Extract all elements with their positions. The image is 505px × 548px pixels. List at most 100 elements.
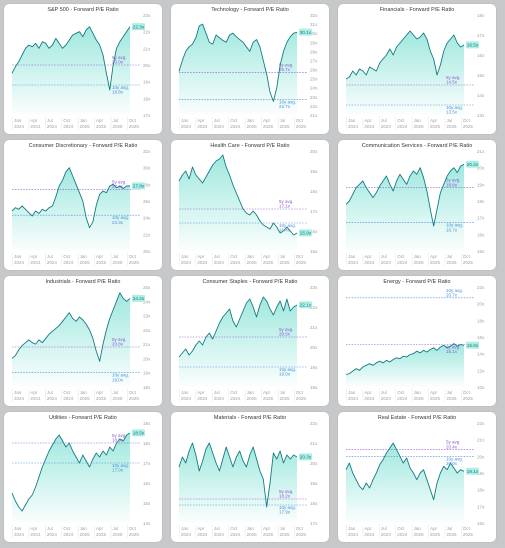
current-value-label: 15.9x bbox=[300, 231, 312, 236]
x-tick-month: Jul bbox=[446, 526, 452, 531]
chart-title: Materials - Forward P/E Ratio bbox=[213, 415, 287, 421]
x-tick-month: Jul bbox=[381, 390, 387, 395]
y-tick-label: 20x bbox=[310, 149, 318, 154]
x-tick-year: 2025 bbox=[463, 260, 474, 265]
x-tick-year: 2025 bbox=[296, 532, 307, 537]
x-tick-month: Apr bbox=[96, 118, 104, 123]
y-tick-label: 18x bbox=[310, 385, 318, 390]
y-tick-label: 22x bbox=[143, 30, 151, 35]
x-tick-month: Jan bbox=[181, 254, 189, 259]
x-tick-year: 2025 bbox=[80, 532, 91, 537]
x-tick-year: 2024 bbox=[63, 532, 74, 537]
chart-svg: 22x 20x 18x 16x 14x 12x 10x 5y avg.15.1x 10y avg… bbox=[345, 285, 485, 402]
y-tick-label: 21x bbox=[143, 46, 151, 51]
y-tick-label: 17x bbox=[477, 33, 485, 38]
x-tick-year: 2025 bbox=[446, 532, 457, 537]
x-tick-year: 2025 bbox=[446, 124, 457, 129]
x-tick-year: 2024 bbox=[197, 260, 208, 265]
y-tick-label: 17x bbox=[143, 461, 151, 466]
y-tick-label: 30x bbox=[310, 31, 318, 36]
current-value-badge bbox=[466, 41, 479, 49]
chart-title: Communication Services - Forward P/E Rat… bbox=[361, 143, 473, 149]
x-tick-month: Jul bbox=[112, 118, 118, 123]
y-tick-label: 15x bbox=[143, 501, 151, 506]
chart-title: Financials - Forward P/E Ratio bbox=[379, 7, 455, 13]
y-tick-label: 27x bbox=[310, 58, 318, 63]
x-tick-month: Oct bbox=[63, 526, 71, 531]
x-tick-year: 2025 bbox=[263, 260, 274, 265]
x-tick-month: Jan bbox=[181, 526, 189, 531]
x-tick-year: 2025 bbox=[129, 532, 140, 537]
x-tick-month: Jan bbox=[80, 254, 88, 259]
x-tick-month: Apr bbox=[30, 390, 38, 395]
avg5-label: 5y avg. bbox=[279, 327, 294, 332]
x-tick-year: 2025 bbox=[96, 260, 107, 265]
chart-title: Real Estate - Forward P/E Ratio bbox=[377, 415, 457, 421]
x-tick-year: 2025 bbox=[247, 532, 258, 537]
current-value-label: 20.3x bbox=[300, 455, 312, 460]
avg10-label: 10y avg. bbox=[446, 223, 463, 228]
current-value-badge bbox=[299, 229, 312, 237]
avg5-label: 5y avg. bbox=[112, 55, 127, 60]
x-tick-month: Oct bbox=[296, 526, 304, 531]
series-line bbox=[345, 442, 465, 501]
x-tick-year: 2024 bbox=[214, 532, 225, 537]
x-tick-month: Jan bbox=[414, 254, 422, 259]
x-tick-year: 2025 bbox=[129, 396, 140, 401]
avg10-label: 10y avg. bbox=[446, 456, 463, 461]
y-tick-label: 20x bbox=[143, 63, 151, 68]
y-tick-label: 21x bbox=[310, 325, 318, 330]
x-tick-year: 2024 bbox=[14, 260, 25, 265]
avg10-value: 19.0x bbox=[279, 372, 291, 377]
x-tick-year: 2025 bbox=[129, 260, 140, 265]
y-tick-label: 24x bbox=[143, 299, 151, 304]
y-tick-label: 32x bbox=[143, 149, 151, 154]
chart-panel: Utilities - Forward P/E Ratio 19x 18x 17x 16… bbox=[4, 412, 162, 542]
current-value-badge bbox=[299, 28, 312, 36]
chart-panel: Consumer Discretionary - Forward P/E Rat… bbox=[4, 140, 162, 270]
x-tick-month: Jan bbox=[80, 526, 88, 531]
y-tick-label: 15x bbox=[477, 249, 485, 254]
x-tick-year: 2025 bbox=[430, 532, 441, 537]
series-area bbox=[346, 31, 464, 115]
y-tick-label: 19x bbox=[143, 371, 151, 376]
y-tick-label: 21x bbox=[477, 149, 485, 154]
chart-panel: Materials - Forward P/E Ratio 22x 21x 20x 19… bbox=[171, 412, 329, 542]
x-tick-month: Apr bbox=[430, 254, 438, 259]
chart-panel: Health Care - Forward P/E Ratio 20x 19x 18x… bbox=[171, 140, 329, 270]
chart-title: Technology - Forward P/E Ratio bbox=[211, 7, 289, 13]
x-tick-year: 2024 bbox=[181, 396, 192, 401]
x-tick-year: 2024 bbox=[63, 260, 74, 265]
x-tick-month: Jul bbox=[446, 118, 452, 123]
y-tick-label: 20x bbox=[477, 302, 485, 307]
x-tick-year: 2025 bbox=[463, 532, 474, 537]
x-tick-year: 2025 bbox=[112, 124, 123, 129]
chart-panel: Consumer Staples - Forward P/E Ratio 23x 2… bbox=[171, 276, 329, 406]
x-tick-year: 2025 bbox=[414, 260, 425, 265]
x-tick-month: Jul bbox=[214, 526, 220, 531]
x-tick-month: Jan bbox=[14, 526, 22, 531]
y-tick-label: 15x bbox=[310, 249, 318, 254]
x-tick-year: 2025 bbox=[96, 532, 107, 537]
avg5-label: 5y avg. bbox=[279, 489, 294, 494]
x-tick-month: Oct bbox=[129, 526, 137, 531]
x-tick-year: 2025 bbox=[129, 124, 140, 129]
x-tick-month: Jan bbox=[247, 390, 255, 395]
current-value-label: 30.1x bbox=[300, 30, 312, 35]
chart-panel: Energy - Forward P/E Ratio 22x 20x 18x 16x 14… bbox=[338, 276, 496, 406]
avg10-value: 22.7x bbox=[279, 104, 291, 109]
avg5-value: 20.8x bbox=[112, 342, 124, 347]
y-tick-label: 16x bbox=[477, 53, 485, 58]
x-tick-month: Jul bbox=[381, 118, 387, 123]
x-tick-year: 2025 bbox=[296, 124, 307, 129]
x-tick-month: Apr bbox=[96, 390, 104, 395]
y-tick-label: 17x bbox=[477, 504, 485, 509]
series-area bbox=[179, 24, 297, 116]
x-tick-month: Jul bbox=[279, 118, 285, 123]
x-tick-year: 2025 bbox=[279, 260, 290, 265]
avg10-label: 10y avg. bbox=[112, 85, 129, 90]
x-tick-year: 2024 bbox=[30, 532, 41, 537]
chart-title: Consumer Staples - Forward P/E Ratio bbox=[202, 279, 298, 285]
x-tick-year: 2025 bbox=[263, 124, 274, 129]
x-tick-month: Jul bbox=[381, 254, 387, 259]
